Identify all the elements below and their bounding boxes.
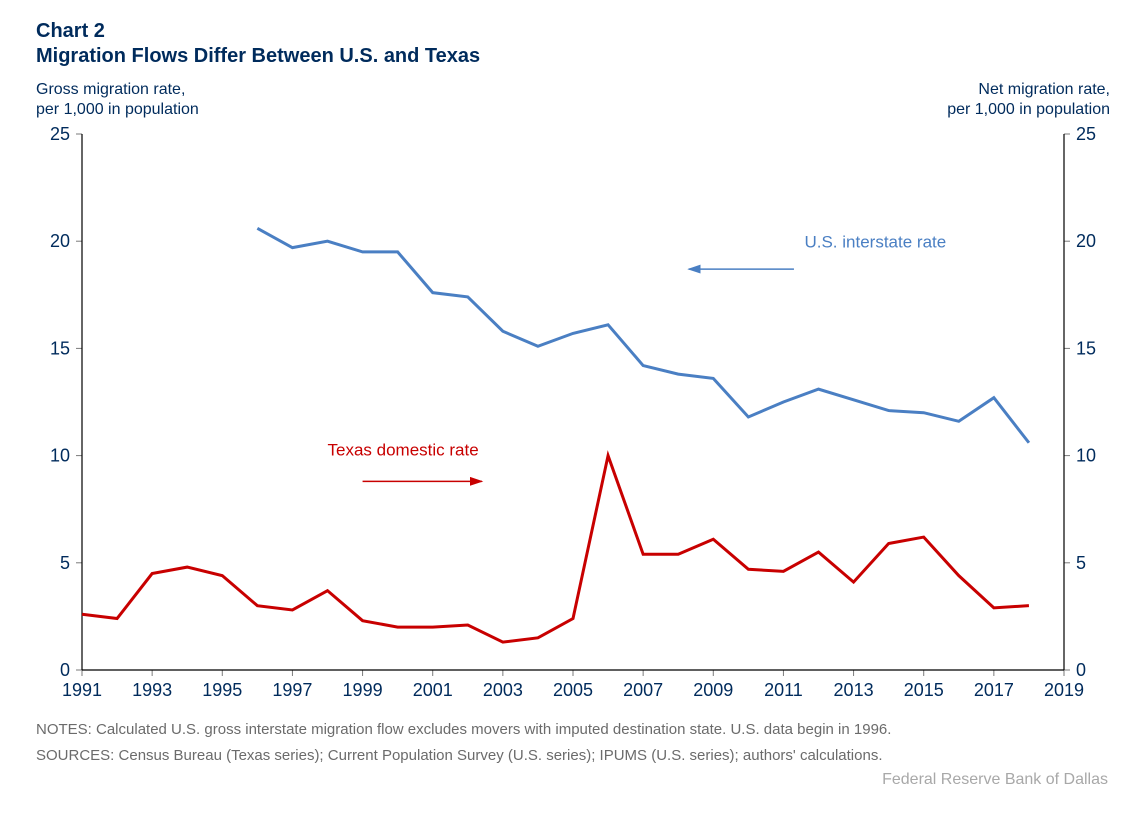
- y-right-axis-label: Net migration rate,per 1,000 in populati…: [947, 80, 1110, 120]
- x-tick: 1993: [132, 680, 172, 700]
- x-tick: 1999: [343, 680, 383, 700]
- y-left-tick: 15: [50, 338, 70, 358]
- x-tick: 2017: [974, 680, 1014, 700]
- chart-number: Chart 2: [36, 20, 1110, 43]
- y-left-tick: 25: [50, 124, 70, 144]
- x-tick: 1997: [272, 680, 312, 700]
- chart-title: Migration Flows Differ Between U.S. and …: [36, 45, 1110, 68]
- x-tick: 2019: [1044, 680, 1084, 700]
- x-tick: 1991: [62, 680, 102, 700]
- x-tick: 1995: [202, 680, 242, 700]
- axis-labels-row: Gross migration rate,per 1,000 in popula…: [36, 80, 1110, 120]
- y-left-axis-label: Gross migration rate,per 1,000 in popula…: [36, 80, 199, 120]
- y-right-tick: 5: [1076, 553, 1086, 573]
- x-tick: 2009: [693, 680, 733, 700]
- series-label-us_interstate: U.S. interstate rate: [804, 233, 946, 252]
- series-line-texas_domestic: [82, 456, 1029, 643]
- y-left-tick: 10: [50, 446, 70, 466]
- x-tick: 2007: [623, 680, 663, 700]
- series-line-us_interstate: [257, 228, 1029, 442]
- x-tick: 2001: [413, 680, 453, 700]
- y-right-tick: 20: [1076, 231, 1096, 251]
- y-right-tick: 25: [1076, 124, 1096, 144]
- y-left-tick: 5: [60, 553, 70, 573]
- series-label-texas_domestic: Texas domestic rate: [328, 441, 479, 460]
- x-tick: 2003: [483, 680, 523, 700]
- chart-container: Chart 2 Migration Flows Differ Between U…: [0, 0, 1138, 826]
- y-right-tick: 10: [1076, 446, 1096, 466]
- attribution-text: Federal Reserve Bank of Dallas: [36, 771, 1110, 789]
- x-tick: 2005: [553, 680, 593, 700]
- sources-text: SOURCES: Census Bureau (Texas series); C…: [36, 746, 1110, 766]
- notes-text: NOTES: Calculated U.S. gross interstate …: [36, 720, 1110, 740]
- y-left-tick: 0: [60, 660, 70, 680]
- line-chart-svg: 0 0 5 5 10 10 15 15 20 20 25 25 1991 1993 1995 1997 1999…: [36, 124, 1110, 714]
- x-tick: 2013: [834, 680, 874, 700]
- plot-area: 0 0 5 5 10 10 15 15 20 20 25 25 1991 1993 1995 1997 1999…: [36, 124, 1110, 714]
- y-right-tick: 15: [1076, 338, 1096, 358]
- x-tick: 2015: [904, 680, 944, 700]
- x-tick: 2011: [764, 680, 803, 700]
- y-left-tick: 20: [50, 231, 70, 251]
- y-right-tick: 0: [1076, 660, 1086, 680]
